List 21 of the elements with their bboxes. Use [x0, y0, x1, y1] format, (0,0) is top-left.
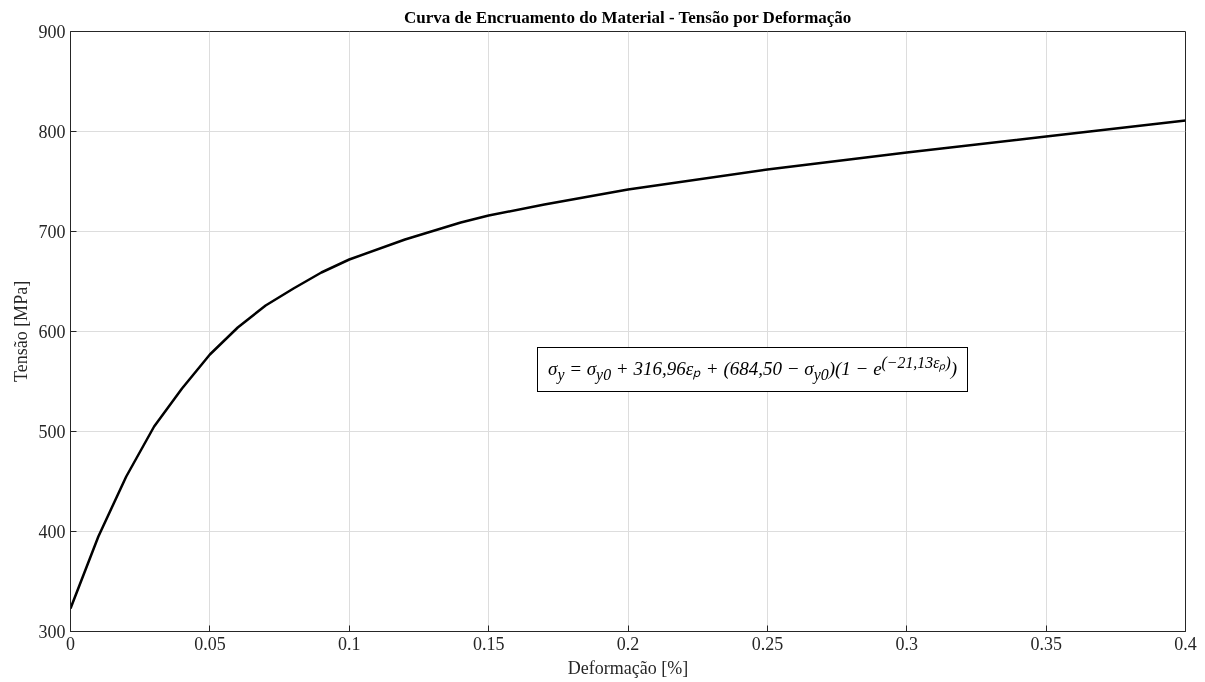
x-tick-label: 0.25: [751, 633, 784, 654]
y-tick-label: 800: [38, 122, 66, 142]
x-tick-label: 0.35: [1030, 633, 1062, 654]
x-tick-label: 0: [66, 633, 75, 654]
y-tick-label: 900: [38, 22, 66, 42]
x-tick-label: 0.2: [616, 633, 640, 654]
y-axis-title: Tensão [MPa]: [10, 280, 31, 383]
y-tick-label: 600: [38, 322, 66, 342]
x-tick-label: 0.05: [194, 633, 226, 654]
x-tick-label: 0.3: [895, 633, 918, 654]
x-tick-label: 0.15: [472, 633, 505, 654]
line-series: [70, 119, 1186, 610]
y-tick-label: 300: [38, 622, 66, 642]
text: σ$_{y}$ = σ$_{y0}$ + 316,96εₚ + (684,50 − σ$_{y0}$)(1 − e$^{(−21,13εₚ)}$): [548, 354, 957, 384]
y-tick-label: 500: [38, 422, 66, 442]
chart-title: Curva de Encruamento do Material - Tensão por Deformação: [404, 7, 852, 27]
x-tick-label: 0.1: [338, 633, 361, 654]
x-tick-label: 0.4: [1174, 633, 1197, 654]
y-tick-label: 700: [38, 222, 66, 242]
x-axis-title: Deformação [%]: [567, 657, 689, 678]
y-tick-label: 400: [38, 522, 66, 542]
